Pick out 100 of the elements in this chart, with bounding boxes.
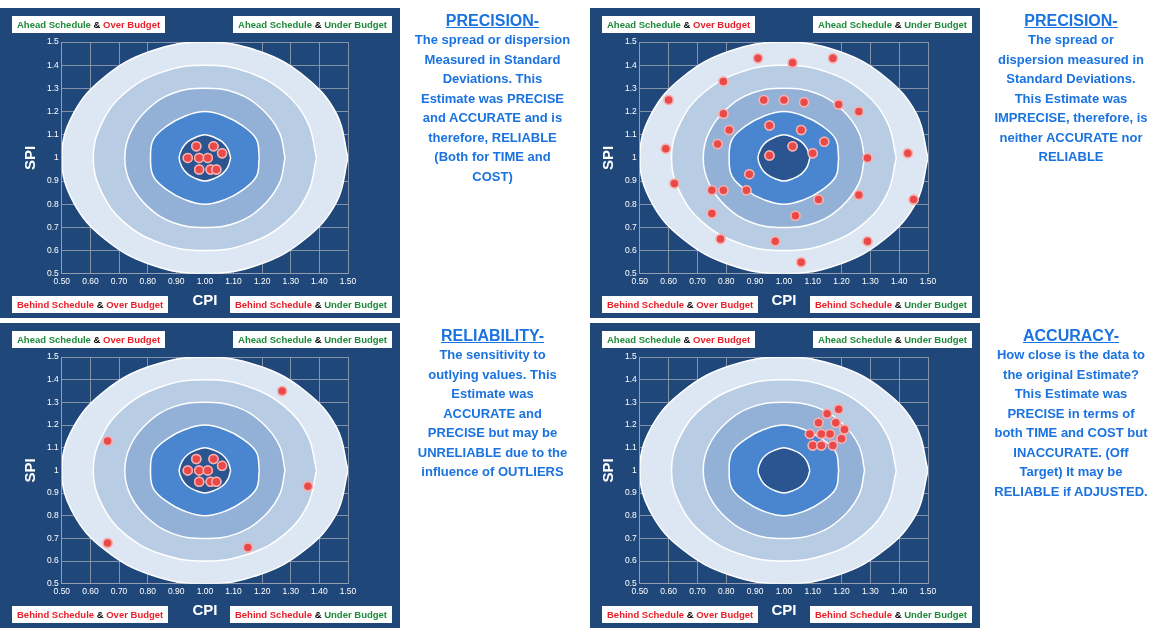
text: Ahead Schedule & Under Budget: [818, 19, 967, 30]
y-tick-label: 0.9: [624, 487, 638, 498]
x-tick-label: 0.80: [139, 586, 157, 597]
y-tick-label: 1: [632, 464, 638, 475]
y-tick-label: 1.2: [624, 419, 638, 430]
text: The spread or dispersion Measured in Standard Deviations. This Estimate was PRECISE and ACCURATE and is therefore, RELIABLE (Both for TIME and COST): [413, 31, 572, 186]
text: The spread or dispersion measured in Standard Deviations. This Estimate was IMPRECISE, therefore, is neither ACCURATE nor RELIABLE: [993, 31, 1149, 166]
text: Behind Schedule & Under Budget: [234, 299, 387, 310]
text: Ahead Schedule & Over Budget: [607, 334, 751, 345]
y-tick-label: 1.3: [624, 396, 638, 407]
y-tick-label: 0.7: [46, 532, 60, 543]
y-tick-label: 0.6: [46, 244, 60, 255]
y-tick-label: 0.6: [624, 555, 638, 566]
x-tick-label: 1.10: [804, 586, 822, 597]
y-tick-label: 0.8: [46, 198, 60, 209]
y-tick-label: 0.6: [624, 244, 638, 255]
x-tick-label: 0.50: [53, 586, 71, 597]
y-axis-title: SPI: [21, 145, 39, 170]
text: Behind Schedule & Under Budget: [814, 299, 967, 310]
x-axis-title: CPI: [771, 291, 797, 309]
x-tick-label: 0.90: [746, 276, 764, 287]
y-tick-label: 1.1: [624, 129, 638, 140]
x-tick-label: 1.20: [253, 586, 271, 597]
y-tick-label: 1.5: [624, 36, 638, 47]
y-tick-label: 1.3: [46, 82, 60, 93]
x-tick-label: 0.70: [110, 276, 128, 287]
y-tick-label: 1.4: [624, 59, 638, 70]
text: How close is the data to the original Estimate? This Estimate was PRECISE in terms of both TIME and COST but INACCURATE. (Off Target) It may be RELIABLE if ADJUSTED.: [993, 346, 1149, 501]
x-tick-label: 0.80: [139, 276, 157, 287]
y-tick-label: 0.9: [624, 175, 638, 186]
y-tick-label: 1.5: [46, 36, 60, 47]
text: RELIABILITY-: [439, 327, 546, 345]
x-tick-label: 1.50: [919, 276, 937, 287]
x-tick-label: 1.50: [919, 586, 937, 597]
text: PRECISION-: [1023, 12, 1119, 30]
x-tick-label: 1.40: [890, 586, 908, 597]
y-tick-label: 1.2: [46, 419, 60, 430]
x-tick-label: 0.70: [110, 586, 128, 597]
y-axis-title: SPI: [599, 145, 617, 170]
x-tick-label: 1.00: [196, 586, 214, 597]
y-tick-label: 1.4: [46, 59, 60, 70]
x-tick-label: 1.10: [804, 276, 822, 287]
y-tick-label: 1.3: [46, 396, 60, 407]
y-tick-label: 1: [54, 152, 60, 163]
y-axis-title: SPI: [21, 458, 39, 483]
x-tick-label: 0.50: [631, 276, 649, 287]
y-tick-label: 0.9: [46, 175, 60, 186]
x-tick-label: 0.50: [53, 276, 71, 287]
text: PRECISION-: [444, 12, 541, 30]
x-axis-title: CPI: [192, 601, 218, 619]
x-tick-label: 1.00: [775, 586, 793, 597]
text: The sensitivity to outlying values. This Estimate was ACCURATE and PRECISE but may be UNRELIABLE due to the influence of OUTLIERS: [416, 346, 569, 481]
x-tick-label: 0.60: [82, 586, 99, 597]
y-tick-label: 1.4: [46, 374, 60, 385]
y-tick-label: 1: [632, 152, 638, 163]
y-tick-label: 1.1: [46, 129, 60, 140]
x-tick-label: 1.10: [225, 276, 243, 287]
x-tick-label: 0.70: [689, 276, 706, 287]
text: Behind Schedule & Over Budget: [607, 299, 754, 310]
x-axis-title: CPI: [771, 601, 797, 619]
y-tick-label: 0.6: [46, 555, 60, 566]
x-tick-label: 1.20: [833, 586, 851, 597]
text: Ahead Schedule & Over Budget: [17, 19, 161, 30]
y-tick-label: 0.9: [46, 487, 60, 498]
y-tick-label: 1.2: [46, 105, 60, 116]
y-tick-label: 0.8: [624, 510, 638, 521]
y-tick-label: 0.5: [46, 268, 60, 279]
x-tick-label: 1.00: [775, 276, 793, 287]
x-tick-label: 0.90: [746, 586, 764, 597]
text: Ahead Schedule & Over Budget: [607, 19, 751, 30]
text: Behind Schedule & Over Budget: [17, 299, 164, 310]
x-tick-label: 1.50: [339, 586, 357, 597]
y-tick-label: 1.5: [624, 351, 638, 362]
x-tick-label: 1.40: [311, 276, 328, 287]
text: Ahead Schedule & Under Budget: [818, 334, 967, 345]
y-tick-label: 1.1: [624, 442, 638, 453]
x-tick-label: 1.30: [862, 586, 879, 597]
x-tick-label: 0.50: [631, 586, 649, 597]
y-tick-label: 1.1: [46, 442, 60, 453]
y-tick-label: 0.5: [46, 578, 60, 589]
x-tick-label: 1.40: [311, 586, 328, 597]
x-tick-label: 1.30: [862, 276, 879, 287]
y-tick-label: 1: [54, 464, 60, 475]
x-tick-label: 0.60: [660, 586, 678, 597]
x-tick-label: 1.20: [253, 276, 271, 287]
y-tick-label: 0.7: [624, 221, 638, 232]
x-tick-label: 0.90: [168, 276, 185, 287]
y-tick-label: 1.3: [624, 82, 638, 93]
y-tick-label: 0.8: [624, 198, 638, 209]
y-tick-label: 0.5: [624, 578, 638, 589]
x-tick-label: 0.80: [718, 586, 735, 597]
x-tick-label: 1.30: [282, 586, 300, 597]
text: Behind Schedule & Under Budget: [814, 609, 967, 620]
text: Ahead Schedule & Over Budget: [17, 334, 161, 345]
y-tick-label: 1.5: [46, 351, 60, 362]
y-tick-label: 0.8: [46, 510, 60, 521]
x-axis-title: CPI: [192, 291, 218, 309]
y-tick-label: 0.5: [624, 268, 638, 279]
x-tick-label: 1.40: [890, 276, 908, 287]
y-tick-label: 0.7: [46, 221, 60, 232]
